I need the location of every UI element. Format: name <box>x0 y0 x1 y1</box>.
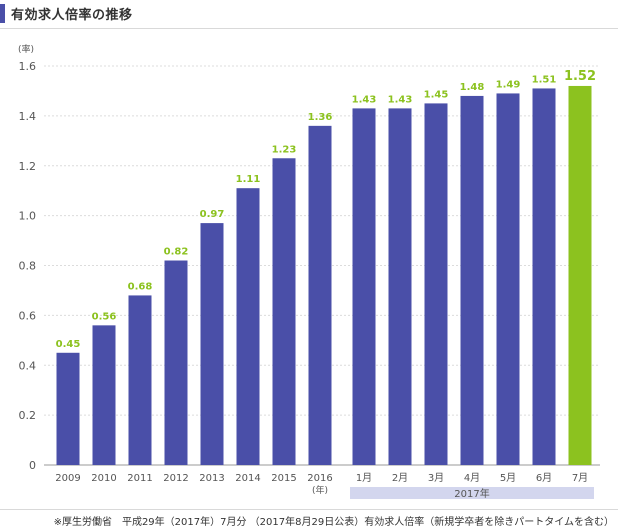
bar-value-label: 1.43 <box>388 94 413 105</box>
bar <box>92 325 116 465</box>
month-group-band <box>350 487 594 499</box>
bar-value-label: 1.51 <box>532 74 557 85</box>
bar-value-label: 1.45 <box>424 89 449 100</box>
x-axis-year-unit: (年) <box>312 484 328 496</box>
x-tick-label: 7月 <box>572 472 588 484</box>
y-tick-label: 0.8 <box>19 260 37 273</box>
x-tick-label: 3月 <box>428 472 444 484</box>
bar <box>352 108 376 466</box>
y-tick-label: 0 <box>29 459 36 472</box>
bar-value-label: 1.11 <box>236 174 261 185</box>
bar-value-label: 0.45 <box>56 339 81 350</box>
chart-title-bar: 有効求人倍率の推移 <box>0 3 133 23</box>
bar <box>308 125 332 465</box>
month-group-label: 2017年 <box>454 487 489 500</box>
bar-value-label: 0.97 <box>200 209 225 220</box>
title-accent-bar <box>0 3 5 23</box>
chart-title: 有効求人倍率の推移 <box>11 7 133 23</box>
bar <box>532 88 556 465</box>
x-tick-label: 2011 <box>127 473 152 484</box>
bar-value-label: 1.52 <box>564 69 596 84</box>
bar <box>236 188 260 465</box>
bar-value-label: 0.68 <box>128 281 153 292</box>
x-tick-label: 6月 <box>536 472 552 484</box>
bar-value-label: 0.82 <box>164 247 189 258</box>
bar <box>460 95 484 466</box>
bar-value-label: 1.23 <box>272 144 297 155</box>
x-tick-label: 2009 <box>55 473 80 484</box>
bar <box>496 93 520 466</box>
x-tick-label: 2015 <box>271 473 296 484</box>
y-tick-label: 0.2 <box>19 409 37 422</box>
chart-area: 0 0.2 0.4 0.6 0.8 1.0 1.2 1.4 1.6 (率) 0.45 2009 0.56… <box>0 28 618 510</box>
y-axis-label: (率) <box>18 43 34 55</box>
bar <box>164 260 188 465</box>
bar-value-label: 1.49 <box>496 79 521 90</box>
bar-value-label: 1.43 <box>352 94 377 105</box>
y-tick-label: 0.6 <box>19 309 37 322</box>
y-tick-label: 1.4 <box>19 110 37 123</box>
y-tick-label: 0.4 <box>19 359 37 372</box>
y-tick-label: 1.0 <box>19 210 37 223</box>
x-tick-label: 1月 <box>356 472 372 484</box>
x-tick-label: 2014 <box>235 473 260 484</box>
y-tick-label: 1.2 <box>19 160 37 173</box>
bar-chart: 0 0.2 0.4 0.6 0.8 1.0 1.2 1.4 1.6 (率) 0.45 2009 0.56… <box>18 43 600 500</box>
x-tick-label: 2013 <box>199 473 224 484</box>
source-footnote: ※厚生労働省 平成29年（2017年）7月分 （2017年8月29日公表）有効求… <box>53 517 614 528</box>
bar <box>272 158 296 466</box>
y-tick-label: 1.6 <box>19 60 37 73</box>
x-tick-label: 2010 <box>91 473 116 484</box>
x-tick-label: 5月 <box>500 472 516 484</box>
x-tick-label: 2016 <box>307 473 332 484</box>
bar <box>388 108 412 466</box>
bar-value-label: 1.36 <box>308 112 333 123</box>
bar <box>128 295 152 465</box>
bar <box>568 85 592 465</box>
x-tick-label: 2012 <box>163 473 188 484</box>
bar <box>200 223 224 465</box>
bar-value-label: 0.56 <box>92 311 117 322</box>
bar <box>56 352 80 465</box>
bar-value-label: 1.48 <box>460 82 485 93</box>
bar <box>424 103 448 465</box>
x-tick-label: 2月 <box>392 472 408 484</box>
x-tick-label: 4月 <box>464 472 480 484</box>
